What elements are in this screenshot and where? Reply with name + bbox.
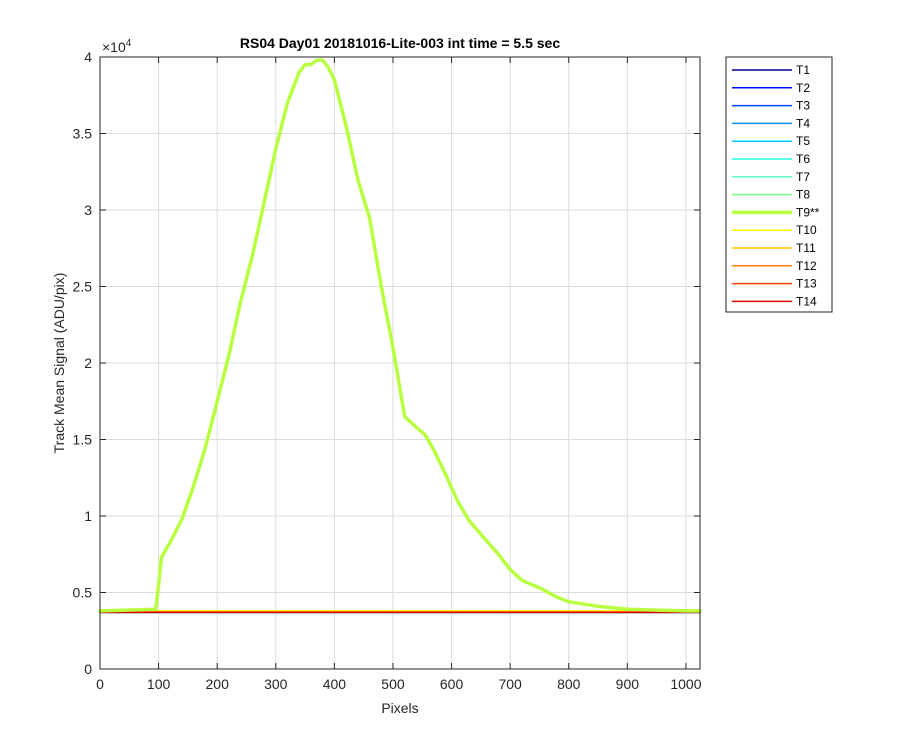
legend-label-T13: T13: [796, 277, 817, 291]
series-line-T9: [98, 58, 702, 613]
x-tick-label: 800: [557, 676, 581, 692]
legend-label-T9: T9**: [796, 205, 820, 219]
axis-ticks: 0 100 200 300 400 500 600 700 800 900 1000 0 0.5 1 1.5…: [73, 49, 702, 692]
x-tick-label: 1000: [670, 676, 701, 692]
x-tick-label: 900: [616, 676, 640, 692]
legend-label-T3: T3: [796, 99, 810, 113]
y-tick-label: 3: [84, 202, 92, 218]
y-axis-title: Track Mean Signal (ADU/pix): [51, 273, 67, 454]
x-tick-label: 100: [147, 676, 171, 692]
legend-label-T8: T8: [796, 188, 810, 202]
legend-label-T14: T14: [796, 294, 817, 308]
y-tick-label: 2.5: [73, 279, 93, 295]
series-lines: [98, 58, 702, 614]
y-exponent-power: 4: [126, 38, 132, 49]
y-exponent-label: ×104: [102, 38, 132, 55]
y-tick-label: 2: [84, 355, 92, 371]
legend-label-T6: T6: [796, 152, 810, 166]
legend-label-T12: T12: [796, 259, 817, 273]
legend-label-T1: T1: [796, 63, 810, 77]
y-tick-label: 3.5: [73, 126, 93, 142]
y-tick-label: 4: [84, 49, 92, 65]
y-tick-label: 1.5: [73, 432, 93, 448]
legend-label-T4: T4: [796, 116, 810, 130]
y-tick-label: 0.5: [73, 585, 93, 601]
x-tick-label: 300: [264, 676, 288, 692]
x-tick-label: 0: [96, 676, 104, 692]
x-axis-title: Pixels: [381, 700, 418, 716]
x-tick-label: 500: [381, 676, 405, 692]
x-tick-label: 200: [206, 676, 230, 692]
x-tick-label: 700: [498, 676, 522, 692]
chart-title: RS04 Day01 20181016-Lite-003 int time = …: [240, 35, 560, 51]
y-exponent-base: ×10: [102, 39, 126, 55]
legend-label-T11: T11: [796, 241, 816, 255]
legend-label-T10: T10: [796, 223, 817, 237]
y-tick-label: 1: [84, 508, 92, 524]
legend-label-T5: T5: [796, 134, 810, 148]
legend: T1 T2 T3 T4 T5 T6 T7 T8 T9** T10 T11 T12 T13 T14: [725, 56, 833, 313]
y-tick-label: 0: [84, 661, 92, 677]
x-tick-label: 600: [440, 676, 464, 692]
legend-box: [725, 56, 833, 313]
legend-label-T7: T7: [796, 170, 810, 184]
legend-label-T2: T2: [796, 81, 810, 95]
x-tick-label: 400: [323, 676, 347, 692]
